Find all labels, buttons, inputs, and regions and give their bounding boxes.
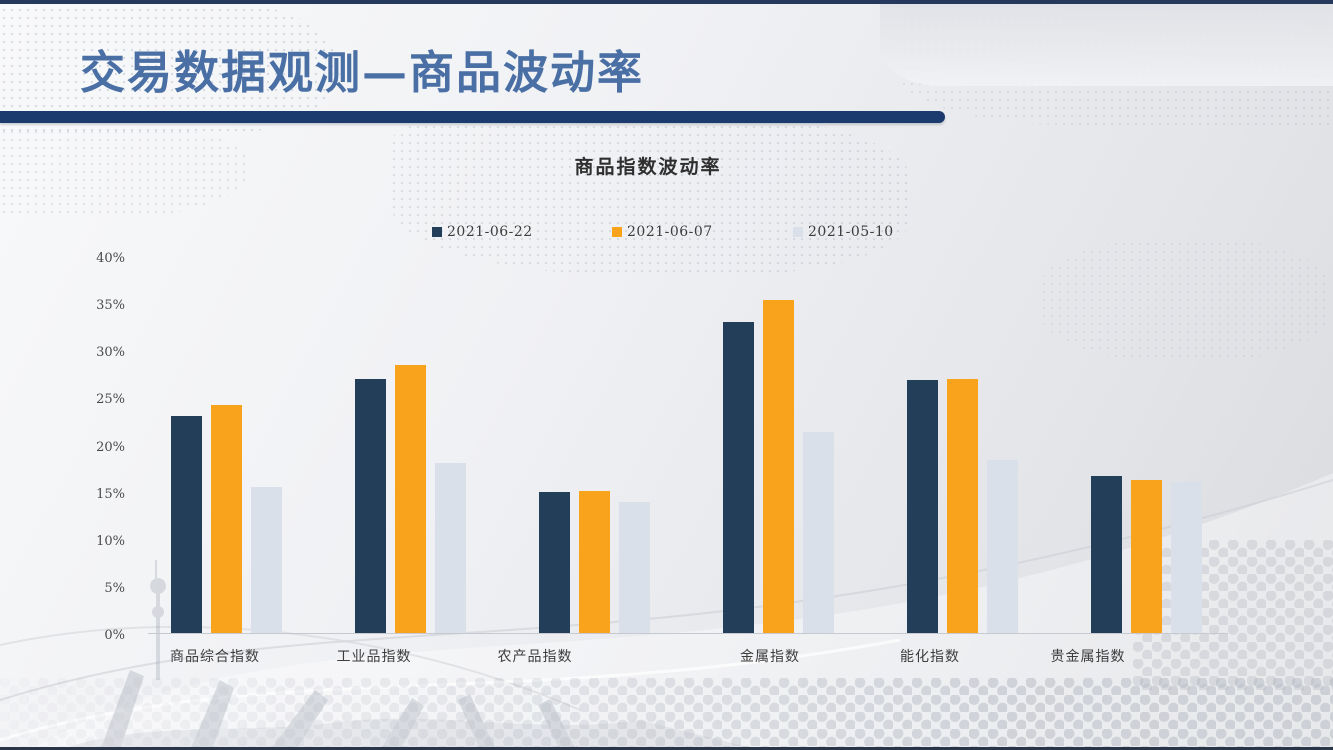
bar-2021-05-10 [986,459,1018,633]
x-axis-category-label: 农产品指数 [497,649,573,665]
legend-item: 2021-06-07 [612,224,713,240]
bottom-accent-strip [0,747,1333,750]
legend-item: 2021-05-10 [793,224,894,240]
legend-label: 2021-06-22 [447,224,533,240]
bar-group [354,365,466,633]
bar-2021-06-07 [578,490,610,633]
y-axis-tick-label: 40% [96,251,125,266]
legend-item: 2021-06-22 [432,224,533,240]
y-axis-tick-label: 20% [96,439,125,455]
y-axis-tick-label: 35% [96,298,125,314]
plot-area [148,257,1228,634]
x-axis-category-label: 工业品指数 [336,649,412,665]
bar-2021-06-07 [394,365,426,633]
bar-2021-06-22 [538,491,570,633]
bar-2021-06-22 [722,321,754,633]
legend-label: 2021-06-07 [627,224,713,240]
bar-2021-06-07 [210,404,242,633]
bar-2021-06-07 [1130,480,1162,633]
x-axis-category-label: 能化指数 [900,649,960,665]
page-title: 交易数据观测—商品波动率 [80,46,645,99]
title-underline-bar [0,111,945,123]
y-axis-tick-label: 10% [96,533,125,549]
y-axis-tick-label: 0% [104,628,125,643]
bar-group [722,300,834,633]
bar-group [906,378,1018,633]
bar-2021-06-22 [170,416,202,633]
bar-2021-06-07 [946,378,978,633]
bar-group [538,490,650,633]
bar-2021-05-10 [434,463,466,633]
legend-swatch-lightblue [793,227,803,237]
legend-swatch-navy [432,227,442,237]
bar-2021-05-10 [1170,482,1202,633]
chart-title: 商品指数波动率 [574,156,722,178]
header-curve-band [880,4,1333,86]
x-axis-category-label: 贵金属指数 [1050,649,1126,665]
bar-group [170,404,282,633]
bar-2021-06-07 [762,300,794,633]
bar-2021-05-10 [618,502,650,633]
bar-2021-06-22 [354,378,386,633]
y-axis-tick-label: 30% [96,345,125,361]
x-axis-category-label: 金属指数 [740,649,800,665]
bar-2021-06-22 [906,380,938,633]
bar-2021-05-10 [802,432,834,633]
bar-group [1090,475,1202,633]
bar-2021-06-22 [1090,475,1122,633]
y-axis-tick-label: 15% [96,486,125,502]
y-axis-tick-label: 25% [96,392,125,408]
top-accent-strip [0,0,1333,4]
bar-2021-05-10 [250,486,282,633]
y-axis-tick-label: 5% [104,580,125,596]
y-axis: 0% 5% 10% 15% 20% 25% 30% 35% 40% [0,251,125,643]
legend-label: 2021-05-10 [808,224,894,240]
x-axis-category-label: 商品综合指数 [170,649,260,665]
legend-swatch-orange [612,227,622,237]
x-axis: 商品综合指数 工业品指数 农产品指数 金属指数 能化指数 贵金属指数 [0,646,1333,668]
